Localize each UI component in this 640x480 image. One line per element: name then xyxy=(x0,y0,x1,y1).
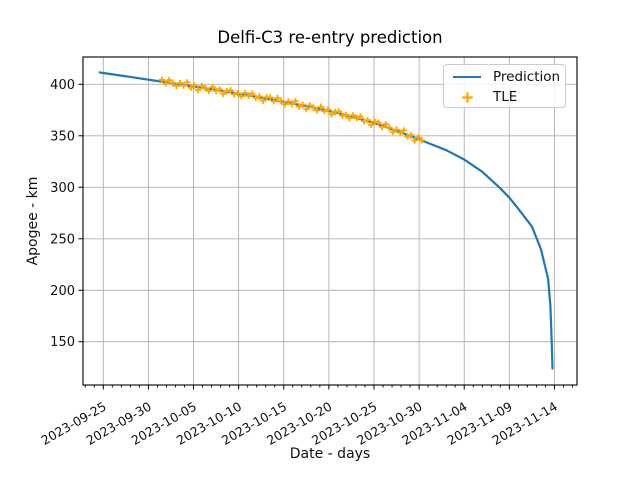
legend-item-tle: TLE xyxy=(450,87,565,107)
legend-label-tle: TLE xyxy=(493,89,518,105)
legend-item-prediction: Prediction xyxy=(450,67,565,87)
legend: Prediction TLE xyxy=(443,64,566,108)
tle-markers xyxy=(158,76,425,144)
line-sample-icon xyxy=(453,76,481,78)
y-tick-label: 400 xyxy=(50,78,75,93)
y-tick-label: 250 xyxy=(50,232,75,247)
legend-sample-prediction xyxy=(450,76,484,78)
plot-border xyxy=(82,56,578,386)
y-tick-label: 350 xyxy=(50,129,75,144)
legend-sample-tle xyxy=(450,91,484,104)
y-tick-label: 200 xyxy=(50,284,75,299)
y-axis-label: Apogee - km xyxy=(25,176,41,266)
y-tick-label: 150 xyxy=(50,335,75,350)
x-axis-label: Date - days xyxy=(289,446,371,462)
plus-marker-icon xyxy=(461,91,473,103)
prediction-line xyxy=(98,71,554,370)
y-tick-label: 300 xyxy=(50,181,75,196)
legend-label-prediction: Prediction xyxy=(493,69,561,85)
chart-title: Delfi-C3 re-entry prediction xyxy=(217,28,443,47)
